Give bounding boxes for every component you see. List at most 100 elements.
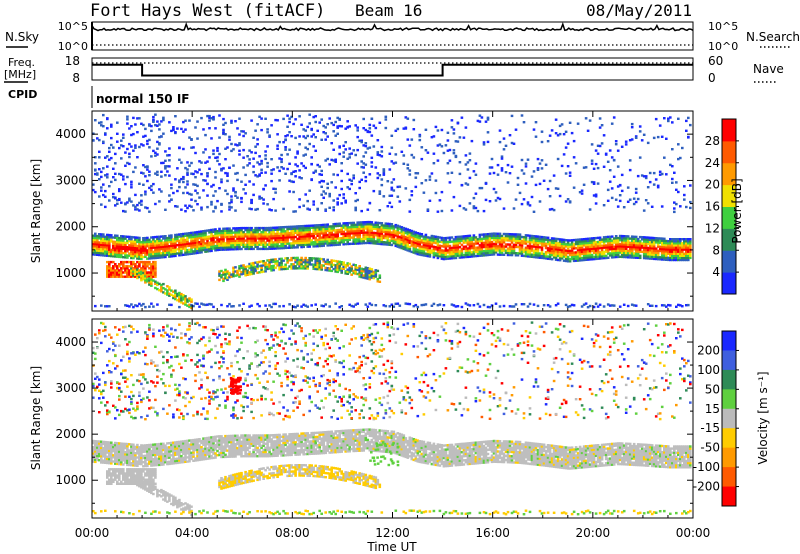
scatter-cell bbox=[124, 247, 127, 251]
scatter-cell bbox=[558, 238, 562, 241]
scatter-cell bbox=[622, 239, 626, 242]
scatter-cell bbox=[368, 130, 372, 134]
scatter-cell bbox=[404, 248, 408, 251]
scatter-cell bbox=[568, 174, 572, 177]
scatter-cell bbox=[630, 237, 634, 240]
scatter-cell bbox=[606, 239, 610, 243]
scatter-cell bbox=[374, 227, 378, 231]
scatter-cell bbox=[182, 177, 185, 180]
scatter-cell bbox=[622, 247, 626, 250]
scatter-cell bbox=[222, 130, 225, 133]
scatter-cell bbox=[650, 205, 654, 208]
scatter-cell bbox=[356, 302, 359, 305]
scatter-cell bbox=[344, 236, 347, 240]
scatter-cell bbox=[180, 161, 183, 164]
scatter-cell bbox=[534, 256, 538, 259]
scatter-cell bbox=[671, 238, 674, 241]
scatter-cell bbox=[400, 232, 404, 235]
scatter-cell bbox=[106, 273, 109, 276]
scatter-cell bbox=[663, 245, 666, 249]
scatter-cell bbox=[564, 239, 568, 242]
scatter-cell bbox=[106, 237, 109, 241]
scatter-cell bbox=[386, 241, 390, 244]
scatter-cell bbox=[628, 256, 632, 259]
scatter-cell bbox=[472, 242, 476, 245]
scatter-cell bbox=[564, 255, 568, 258]
scatter-cell bbox=[554, 256, 558, 259]
scatter-cell bbox=[360, 229, 363, 232]
scatter-cell bbox=[222, 117, 225, 121]
scatter-cell bbox=[200, 234, 203, 237]
scatter-cell bbox=[280, 240, 283, 244]
scatter-cell bbox=[238, 117, 241, 120]
scatter-cell bbox=[354, 234, 357, 237]
scatter-cell bbox=[264, 261, 267, 265]
scatter-cell bbox=[604, 244, 608, 247]
scatter-cell bbox=[120, 235, 123, 238]
scatter-cell bbox=[112, 236, 115, 239]
scatter-cell bbox=[254, 261, 257, 264]
scatter-cell bbox=[626, 241, 630, 244]
scatter-cell bbox=[140, 171, 143, 174]
scatter-cell bbox=[490, 236, 494, 240]
scatter-cell bbox=[394, 161, 398, 164]
scatter-cell bbox=[254, 174, 257, 177]
scatter-cell bbox=[130, 273, 133, 276]
scatter-cell bbox=[160, 252, 163, 255]
scatter-cell bbox=[124, 250, 127, 253]
scatter-cell bbox=[610, 187, 614, 190]
scatter-cell bbox=[314, 236, 317, 240]
scatter-cell bbox=[94, 253, 97, 256]
scatter-cell bbox=[288, 246, 291, 249]
scatter-cell bbox=[550, 253, 554, 257]
scatter-cell bbox=[224, 231, 227, 235]
scatter-cell bbox=[258, 237, 261, 240]
scatter-cell bbox=[432, 235, 436, 238]
scatter-cell bbox=[272, 237, 275, 240]
scatter-cell bbox=[304, 237, 307, 240]
scatter-cell bbox=[112, 196, 115, 199]
scatter-cell bbox=[328, 237, 331, 241]
scatter-cell bbox=[352, 238, 355, 241]
scatter-cell bbox=[652, 253, 656, 256]
scatter-cell bbox=[318, 173, 321, 176]
beam-title: Beam 16 bbox=[355, 1, 422, 20]
scatter-cell bbox=[262, 235, 265, 238]
scatter-cell bbox=[94, 304, 97, 308]
scatter-cell bbox=[654, 251, 658, 254]
scatter-cell bbox=[380, 155, 384, 158]
scatter-cell bbox=[667, 256, 670, 259]
scatter-cell bbox=[282, 240, 285, 243]
scatter-cell bbox=[102, 237, 105, 240]
scatter-cell bbox=[578, 259, 582, 262]
scatter-cell bbox=[516, 254, 520, 257]
scatter-cell bbox=[322, 227, 325, 231]
scatter-cell bbox=[304, 239, 307, 242]
scatter-cell bbox=[564, 243, 568, 246]
scatter-cell bbox=[578, 250, 582, 254]
scatter-cell bbox=[148, 253, 151, 256]
scatter-cell bbox=[112, 192, 115, 196]
scatter-cell bbox=[210, 241, 213, 244]
scatter-cell bbox=[614, 253, 618, 257]
scatter-cell bbox=[454, 250, 458, 253]
scatter-cell bbox=[560, 246, 564, 250]
scatter-cell bbox=[464, 163, 468, 166]
scatter-cell bbox=[304, 226, 307, 230]
scatter-cell bbox=[504, 232, 508, 236]
scatter-cell bbox=[184, 128, 187, 131]
scatter-cell bbox=[258, 304, 261, 308]
scatter-cell bbox=[438, 236, 442, 239]
scatter-cell bbox=[242, 239, 245, 242]
scatter-cell bbox=[626, 186, 630, 189]
scatter-cell bbox=[132, 149, 135, 152]
scatter-cell bbox=[663, 117, 666, 120]
scatter-cell bbox=[232, 268, 235, 272]
scatter-cell bbox=[188, 250, 191, 254]
scatter-cell bbox=[556, 258, 560, 262]
scatter-cell bbox=[514, 235, 518, 238]
scatter-cell bbox=[364, 225, 368, 228]
scatter-cell bbox=[242, 243, 245, 246]
scatter-cell bbox=[186, 173, 189, 176]
scatter-cell bbox=[130, 133, 133, 137]
